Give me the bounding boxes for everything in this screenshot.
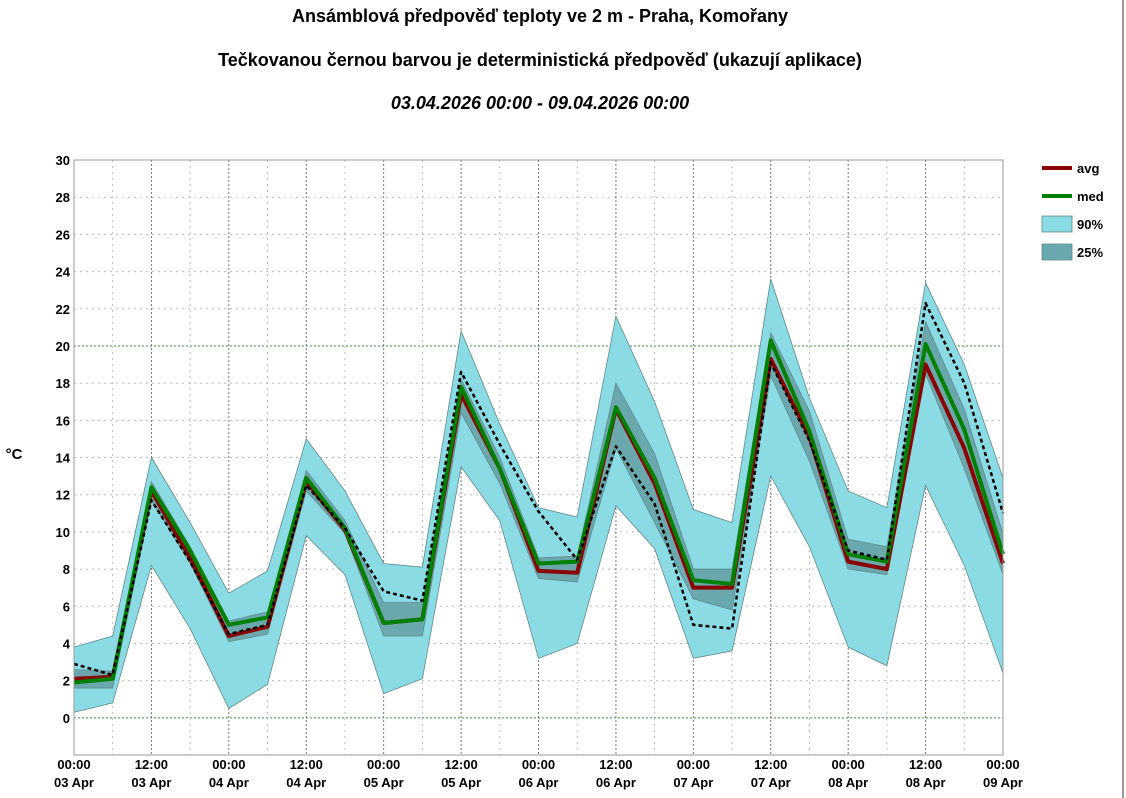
x-tick-date: 09 Apr <box>983 775 1023 790</box>
x-tick-date: 03 Apr <box>131 775 171 790</box>
legend-label-band90: 90% <box>1077 217 1103 232</box>
y-tick-label: 8 <box>63 562 70 577</box>
x-tick-date: 06 Apr <box>519 775 559 790</box>
legend-swatch-band25 <box>1041 243 1073 261</box>
x-tick-time: 12:00 <box>135 757 168 772</box>
avg-line <box>73 356 1005 681</box>
y-tick-label: 28 <box>56 190 70 205</box>
y-tick-label: 24 <box>56 265 71 280</box>
legend-label-avg: avg <box>1077 161 1099 176</box>
deterministic-line <box>73 301 1005 677</box>
chart-date-range: 03.04.2026 00:00 - 09.04.2026 00:00 <box>390 93 690 113</box>
y-tick-label: 18 <box>56 376 70 391</box>
x-tick-time: 00:00 <box>522 757 555 772</box>
y-tick-label: 2 <box>63 674 70 689</box>
y-tick-label: 12 <box>56 488 70 503</box>
x-tick-time: 12:00 <box>444 757 477 772</box>
x-tick-time: 12:00 <box>290 757 323 772</box>
y-tick-label: 0 <box>63 711 70 726</box>
x-tick-time: 12:00 <box>599 757 632 772</box>
band-90-percent <box>73 278 1004 713</box>
x-tick-time: 00:00 <box>832 757 865 772</box>
med-line <box>73 338 1005 685</box>
x-tick-time: 12:00 <box>754 757 787 772</box>
legend-swatch-band90 <box>1041 215 1073 233</box>
x-tick-date: 07 Apr <box>751 775 791 790</box>
y-tick-label: 6 <box>63 599 70 614</box>
y-tick-label: 20 <box>56 339 70 354</box>
x-tick-date: 08 Apr <box>906 775 946 790</box>
x-tick-time: 00:00 <box>57 757 90 772</box>
x-tick-date: 05 Apr <box>364 775 404 790</box>
series-lines <box>73 301 1005 685</box>
x-tick-time: 00:00 <box>986 757 1019 772</box>
plot-frame <box>73 159 1004 756</box>
x-tick-time: 12:00 <box>909 757 942 772</box>
x-tick-labels: 00:00 03 Apr 12:00 03 Apr 00:00 04 Apr 12:00 04… <box>54 757 1023 790</box>
y-tick-label: 4 <box>63 636 71 651</box>
legend-label-band25: 25% <box>1077 245 1103 260</box>
legend-label-med: med <box>1077 189 1104 204</box>
y-tick-label: 10 <box>56 525 70 540</box>
y-tick-label: 14 <box>56 451 71 466</box>
x-tick-date: 08 Apr <box>828 775 868 790</box>
legend: avg med 90% 25% <box>1041 161 1104 261</box>
y-tick-label: 26 <box>56 227 70 242</box>
y-tick-label: 16 <box>56 413 70 428</box>
y-tick-label: 30 <box>56 153 70 168</box>
window-edge <box>1122 0 1124 798</box>
x-tick-time: 00:00 <box>367 757 400 772</box>
x-tick-date: 06 Apr <box>596 775 636 790</box>
x-tick-date: 04 Apr <box>209 775 249 790</box>
x-tick-time: 00:00 <box>677 757 710 772</box>
x-tick-date: 07 Apr <box>673 775 713 790</box>
x-tick-date: 03 Apr <box>54 775 94 790</box>
x-tick-time: 00:00 <box>212 757 245 772</box>
chart-subtitle: Tečkovanou černou barvou je deterministi… <box>218 50 862 70</box>
y-axis-label: °C <box>5 446 23 463</box>
chart-title: Ansámblová předpověď teploty ve 2 m - Pr… <box>291 6 789 26</box>
x-tick-date: 04 Apr <box>286 775 326 790</box>
y-tick-label: 22 <box>56 302 70 317</box>
bands <box>73 278 1004 713</box>
x-tick-date: 05 Apr <box>441 775 481 790</box>
